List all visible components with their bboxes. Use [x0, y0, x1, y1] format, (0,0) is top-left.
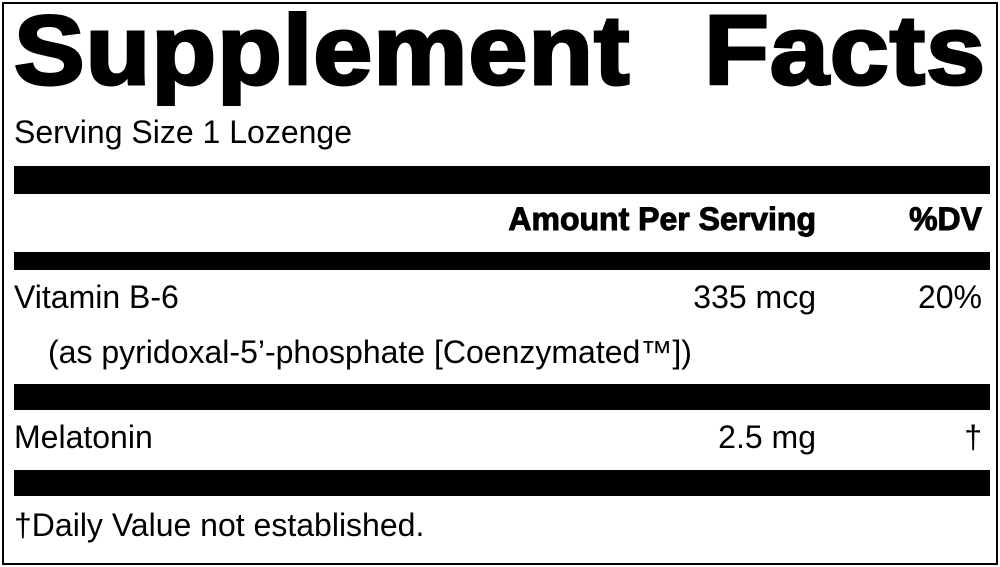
nutrient-amount: 335 mcg — [693, 279, 816, 315]
nutrient-name: Melatonin — [14, 419, 153, 455]
divider — [14, 252, 990, 270]
dv-header: %DV — [909, 201, 983, 238]
divider — [14, 470, 990, 496]
nutrient-amount: 2.5 mg — [718, 419, 816, 455]
serving-size: Serving Size 1 Lozenge — [14, 114, 352, 150]
nutrient-dv: † — [964, 419, 982, 455]
nutrient-dv: 20% — [917, 279, 982, 315]
divider-thick — [14, 166, 990, 194]
divider — [14, 384, 990, 410]
amount-header: Amount Per Serving — [508, 201, 817, 238]
nutrient-source: (as pyridoxal-5’-phosphate [Coenzymated™… — [48, 334, 692, 370]
panel-title: Supplement Facts — [12, 0, 987, 107]
footnote: †Daily Value not established. — [14, 507, 425, 543]
nutrient-name: Vitamin B-6 — [14, 279, 179, 315]
